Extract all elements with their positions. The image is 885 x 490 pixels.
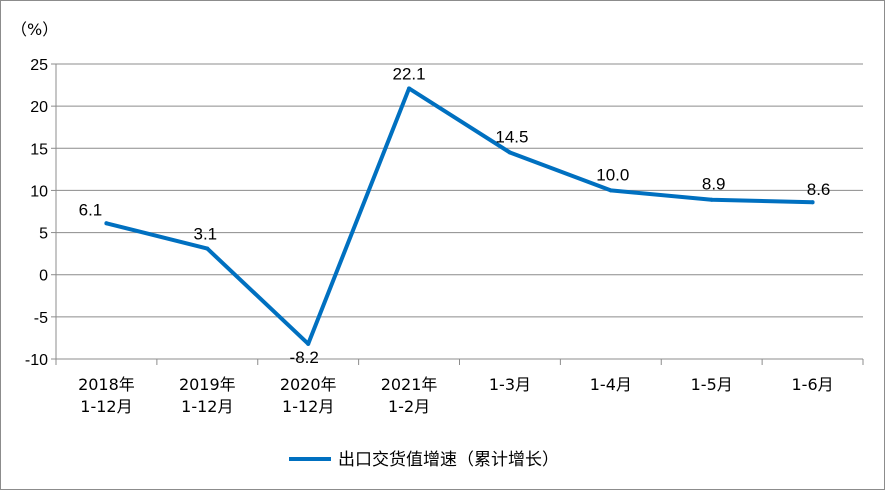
x-tick-label-line: 1-3月 [489, 375, 531, 394]
y-tick-label: 25 [30, 57, 48, 74]
data-label: 3.1 [193, 225, 217, 244]
y-tick-label: -10 [25, 352, 48, 369]
x-tick-label: 1-6月 [791, 375, 833, 394]
x-tick-label-line: 1-6月 [791, 375, 833, 394]
data-point [709, 197, 714, 202]
legend-entry-label: 出口交货值增速（累计增长） [338, 450, 559, 470]
y-tick-label: 0 [39, 268, 48, 285]
x-tick-label-line: 1-12月 [282, 397, 334, 416]
x-tick-label: 2020年 1-12月 [280, 375, 337, 416]
series-line [104, 86, 815, 346]
y-axis-unit-label: （%） [11, 20, 58, 39]
x-tick-label-line: 2020年 [280, 375, 337, 394]
data-label: 6.1 [79, 200, 103, 219]
data-point [205, 246, 210, 251]
x-tick-label: 2021年 1-2月 [381, 375, 438, 416]
data-point [306, 341, 311, 346]
data-point [104, 221, 109, 226]
gridlines [56, 63, 863, 360]
y-tick-label: -5 [34, 310, 48, 327]
data-label: 22.1 [393, 64, 426, 83]
x-tick-label: 2018年 1-12月 [78, 375, 135, 416]
y-tick-label: 5 [39, 226, 48, 243]
x-tick-label-line: 2018年 [78, 375, 135, 394]
axes [51, 63, 864, 365]
x-tick-label-line: 1-12月 [80, 397, 132, 416]
data-labels: 6.1 3.1 -8.2 22.1 14.5 10.0 8.9 8.6 [79, 64, 831, 366]
x-tick-labels: 2018年 1-12月 2019年 1-12月 2020年 1-12月 2021年 1-2月 1… [78, 375, 834, 416]
x-tick-label-line: 1-2月 [388, 397, 430, 416]
x-tick-label-line: 2021年 [381, 375, 438, 394]
data-point [608, 188, 613, 193]
data-label: 8.9 [702, 175, 726, 194]
data-point [507, 150, 512, 155]
y-tick-labels: -10 -5 0 5 10 15 20 25 [25, 57, 48, 369]
x-tick-label: 1-3月 [489, 375, 531, 394]
data-label: -8.2 [290, 348, 319, 367]
series-lines [104, 86, 815, 346]
data-point [407, 86, 412, 91]
x-tick-label: 1-4月 [590, 375, 632, 394]
x-tick-label-line: 1-4月 [590, 375, 632, 394]
x-tick-label: 1-5月 [691, 375, 733, 394]
x-tick-label-line: 1-12月 [181, 397, 233, 416]
data-point [810, 200, 815, 205]
data-label: 8.6 [807, 180, 831, 199]
y-tick-label: 10 [30, 183, 48, 200]
legend: 出口交货值增速（累计增长） [289, 450, 559, 470]
y-tick-label: 20 [30, 99, 48, 116]
data-label: 10.0 [596, 165, 629, 184]
x-tick-label-line: 2019年 [179, 375, 236, 394]
y-tick-label: 15 [30, 141, 48, 158]
x-tick-label: 2019年 1-12月 [179, 375, 236, 416]
x-tick-label-line: 1-5月 [691, 375, 733, 394]
data-label: 14.5 [495, 128, 528, 147]
